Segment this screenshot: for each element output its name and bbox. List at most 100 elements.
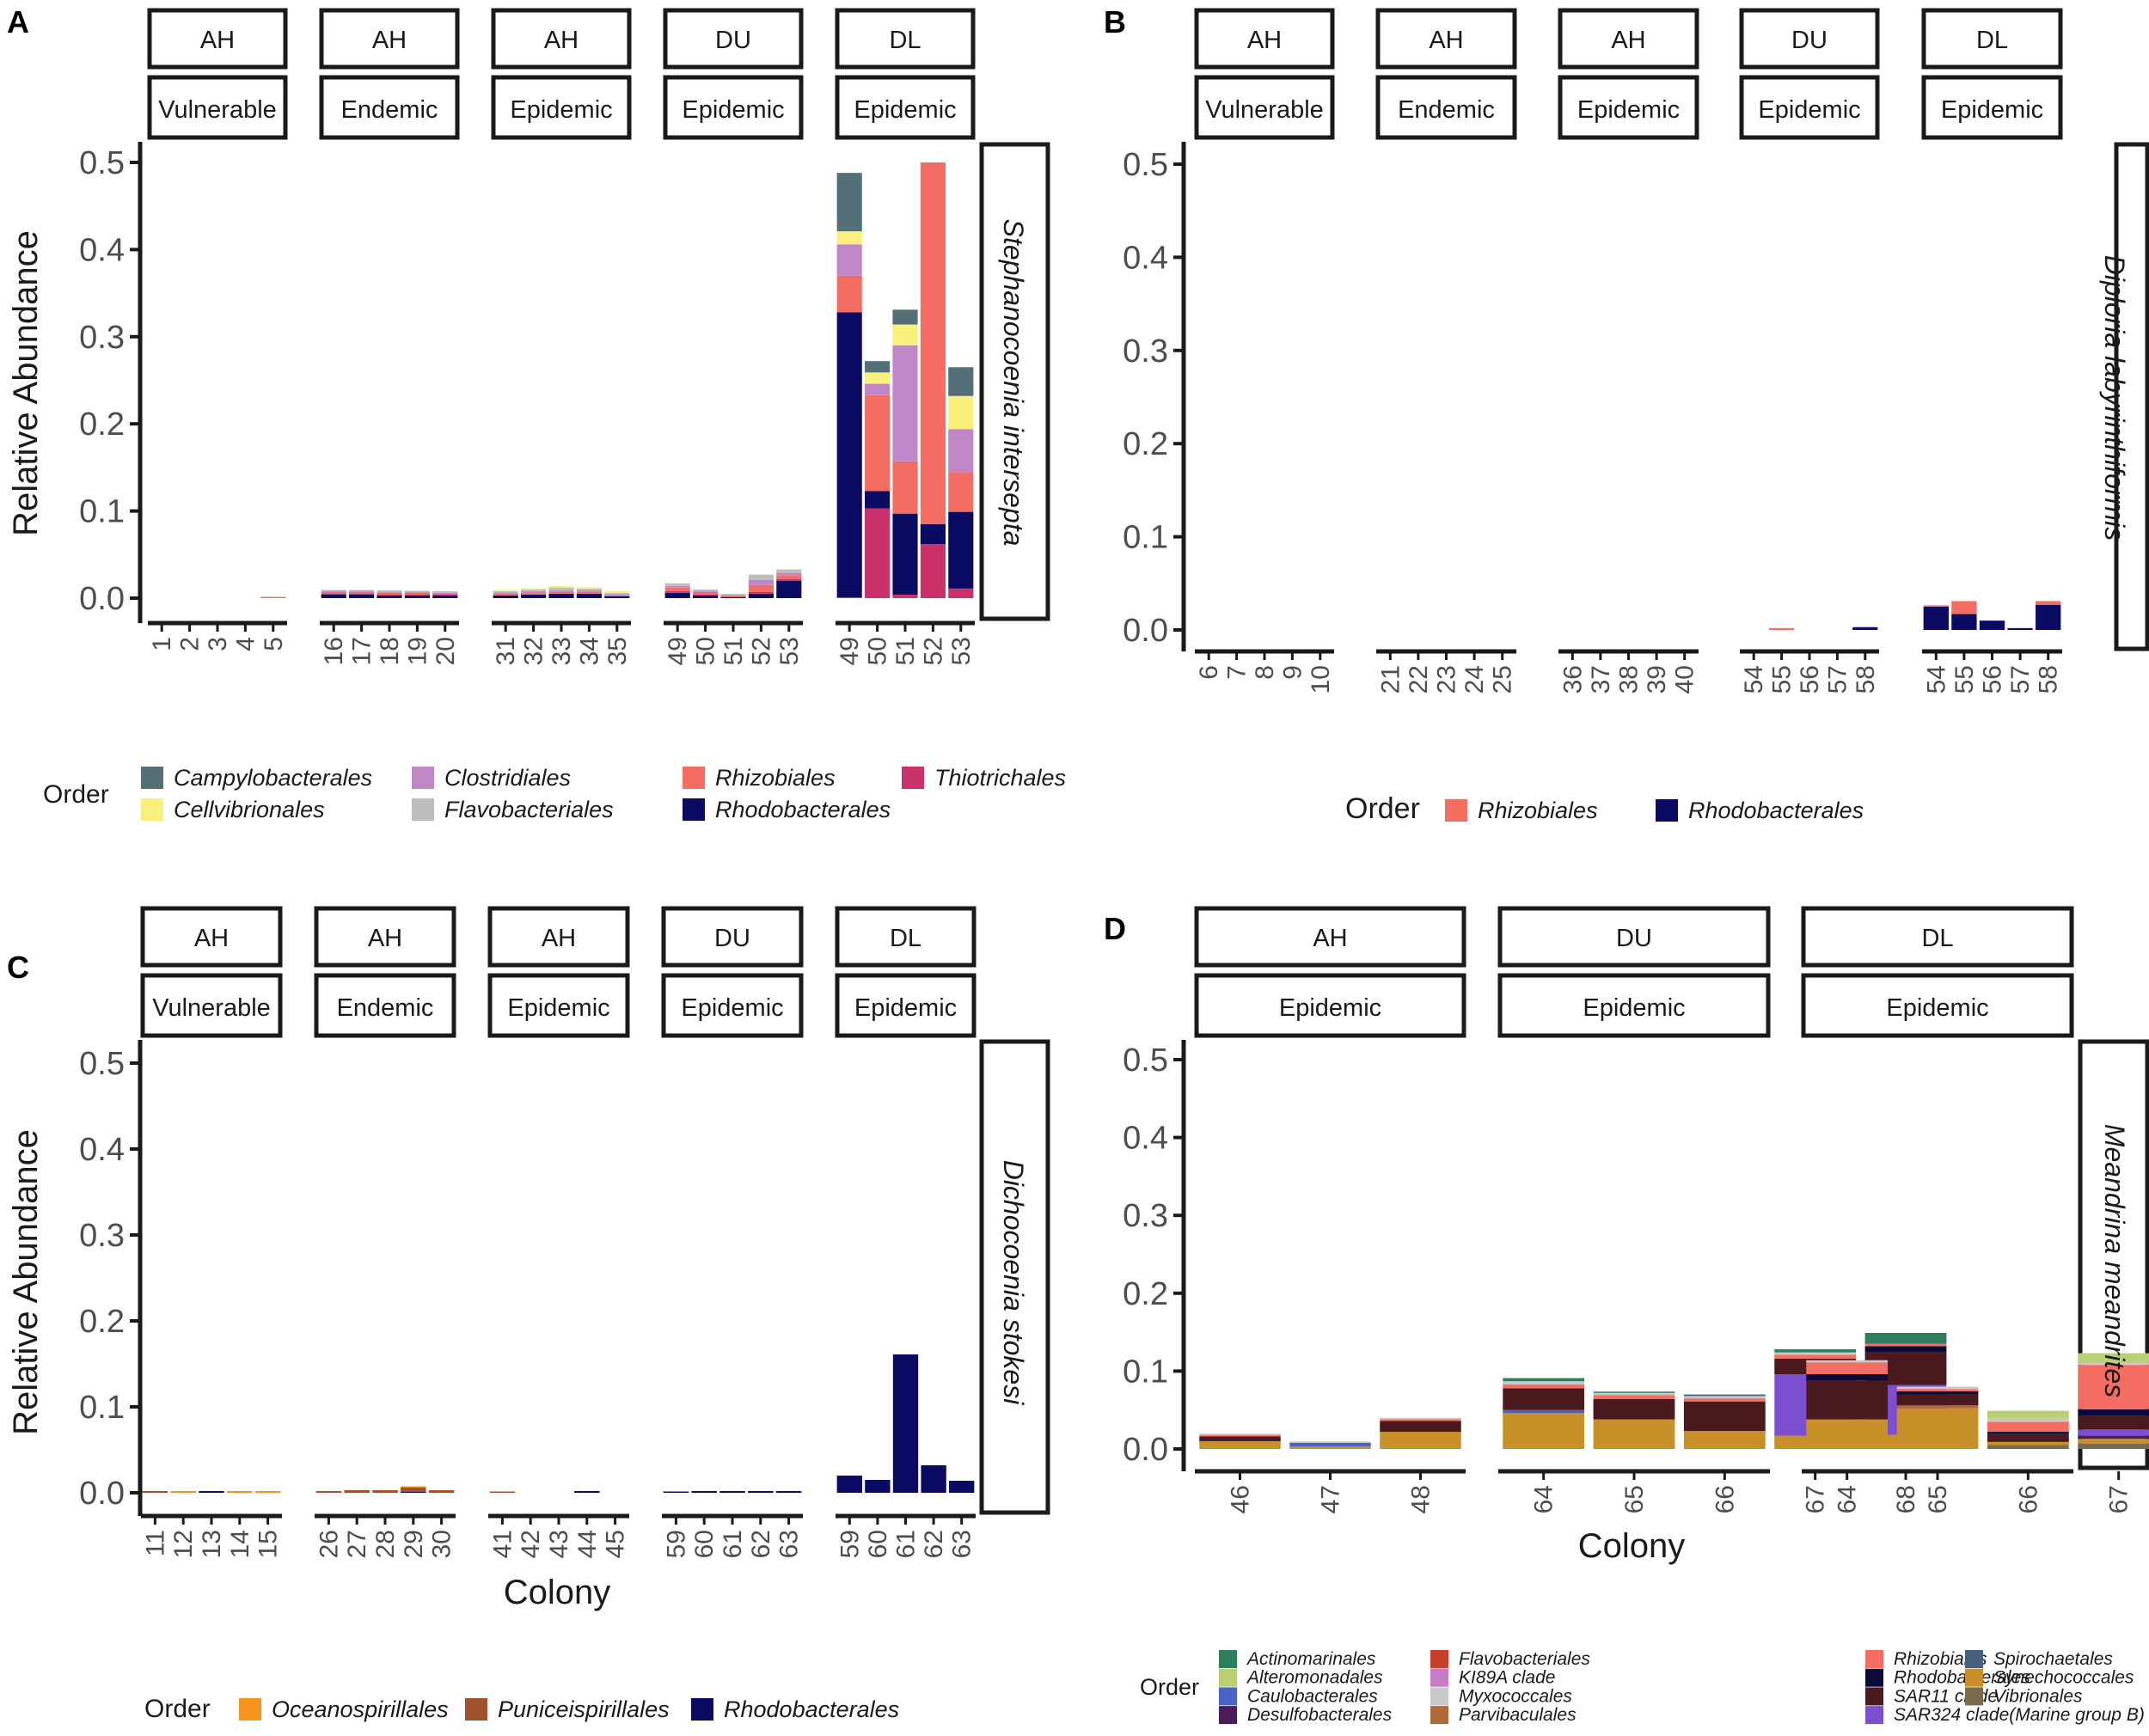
panel-a-bar-segment-rhizobiales-colony-50 (693, 591, 719, 595)
panel-c-strip-site: DU (714, 925, 750, 952)
panel-d-bar-segment-synechococcales-colony-65 (1593, 1419, 1675, 1449)
panel-d-legend-swatch-rhodobacterales (1865, 1668, 1883, 1687)
panel-b-y-tick-label: 0.1 (1123, 520, 1168, 556)
panel-a-bar-segment-clostridiales-colony-53 (948, 429, 974, 473)
panel-d-x-tick-label: 48 (1407, 1485, 1436, 1513)
panel-d-legend-swatch-desulfobacterales (1219, 1706, 1237, 1725)
panel-a-bar-segment-clostridiales-colony-50 (693, 590, 719, 592)
panel-c-legend-swatch-puniceispirillales (465, 1698, 487, 1721)
panel-d-y-tick-label: 0.2 (1123, 1276, 1168, 1312)
panel-c-legend-label-puniceispirillales: Puniceispirillales (498, 1696, 670, 1722)
panel-c-bar-segment-rhodobacterales-colony-29 (401, 1491, 426, 1493)
panel-d-strip-status-box (1497, 973, 1771, 1038)
panel-a-bar-segment-rhizobiales-colony-33 (548, 591, 574, 594)
panel-a-strip-site: AH (544, 27, 579, 54)
panel-b-x-tick-label: 37 (1587, 665, 1615, 694)
panel-d-legend-swatch-parvibaculales (1430, 1706, 1448, 1725)
panel-a-legend-label-thiotrichales: Thiotrichales (934, 765, 1066, 791)
panel-a-bar-segment-clostridiales-colony-33 (548, 590, 574, 592)
panel-b-strip-site-box (1739, 8, 1880, 70)
panel-c: 0.0 0.1 0.2 0.3 0.4 0.5 AH Vulnerable 11 12 13 14 15… (79, 906, 1050, 1558)
panel-a-bar-segment-rhizobiales-colony-51 (720, 595, 746, 597)
panel-d-bar-segment-synechococcales-colony-66 (1987, 1441, 2069, 1446)
panel-b-strip-status: Epidemic (1758, 96, 1860, 124)
panel-a-bar-segment-campylobacterales-colony-51 (892, 309, 918, 325)
panel-a-strip-status-box (663, 75, 804, 140)
panel-a-bar-segment-rhodobacterales-colony-20 (432, 595, 458, 598)
panel-a-x-tick-label: 16 (320, 637, 348, 665)
panel-a-bar-segment-cellvibrionales-colony-32 (521, 588, 547, 590)
panel-a-bar-segment-flavobacteriales-colony-18 (377, 590, 402, 592)
panel-a-x-tick-label: 31 (492, 637, 520, 665)
panel-c-strip-status-box (661, 973, 804, 1038)
panel-a-bar-segment-thiotrichales-colony-50 (865, 508, 891, 598)
panel-b-x-tick-label: 7 (1223, 665, 1252, 680)
panel-a-bar-segment-rhizobiales-colony-17 (349, 591, 375, 594)
panel-a-bar-segment-thiotrichales-colony-50 (693, 594, 719, 596)
panel-a-bar-segment-flavobacteriales-colony-33 (548, 587, 574, 590)
panel-d-x-tick-label: 65 (1924, 1485, 1952, 1513)
panel-c-strip-site: AH (368, 925, 402, 952)
panel-a-strip-status-box (319, 75, 460, 140)
panel-b-legend-swatch-rhizobiales (1445, 799, 1467, 822)
panel-d-bar-segment-myxococcales-colony-48 (1380, 1417, 1461, 1420)
panel-a-bar-segment-clostridiales-colony-49 (836, 244, 862, 276)
panel-a-strip-status-box (491, 75, 632, 140)
panel-c-ylabel: Relative Abundance (7, 1129, 45, 1435)
panel-a-strip-status: Epidemic (682, 96, 784, 124)
panel-a-strip-status: Vulnerable (158, 96, 277, 124)
panel-a-bar-segment-rhizobiales-colony-19 (404, 592, 430, 595)
panel-d-bar-segment-actinomarinales-colony-68 (1864, 1333, 1947, 1344)
panel-c-species: Dichocoenia stokesi (998, 1160, 1029, 1405)
panel-a-bar-segment-thiotrichales-colony-17 (349, 593, 375, 595)
panel-b-x-tick-label: 55 (1950, 665, 1979, 694)
panel-d-strip-site: DU (1616, 925, 1652, 952)
panel-c-x-tick-label: 59 (836, 1530, 864, 1558)
panel-a-legend-label-rhizobiales: Rhizobiales (715, 765, 836, 791)
panel-c-bar-segment-rhodobacterales-colony-63 (775, 1491, 802, 1493)
panel-d-strip-site: AH (1313, 925, 1347, 952)
panel-d-bar-segment-actinomarinales-colony-65 (1593, 1391, 1675, 1393)
panel-a-y-tick-label: 0.3 (79, 320, 125, 356)
panel-a-strip-site-box (319, 8, 460, 70)
panel-c-x-tick-label: 12 (169, 1530, 198, 1558)
panel-c-bar-segment-rhodobacterales-colony-59 (836, 1476, 862, 1493)
panel-a-y-tick-label: 0.5 (79, 145, 125, 181)
panel-a-bar-segment-clostridiales-colony-51 (892, 345, 918, 462)
panel-d-strip-site-box (1801, 906, 2074, 968)
panel-c-bar-segment-puniceispirillales-colony-41 (489, 1491, 516, 1493)
panel-d-strip-status-box (1194, 973, 1466, 1038)
panel-c-strip-site-box (314, 906, 456, 968)
panel-c-x-tick-label: 44 (573, 1530, 602, 1558)
panel-b-x-tick-label: 56 (1979, 665, 2007, 694)
panel-d-bar-segment-rhodobacterales-colony-65 (1896, 1391, 1979, 1395)
panel-d-bar-segment-caulobacterales-colony-64 (1503, 1409, 1585, 1414)
panel-d-bar-segment-myxococcales-colony-66 (1683, 1396, 1766, 1399)
panel-b-bar-segment-rhodobacterales-colony-58 (1852, 627, 1878, 630)
panel-a-legend-label-clostridiales: Clostridiales (444, 765, 571, 791)
panel-d-strip-site: DL (1921, 925, 1953, 952)
panel-b-y-tick-label: 0.2 (1123, 426, 1168, 462)
panel-a-bar-segment-cellvibrionales-colony-51 (892, 324, 918, 345)
panel-d-legend-label-vibrionales: Vibrionales (1993, 1686, 2083, 1706)
panel-a-legend-swatch-flavobacteriales (412, 798, 434, 821)
panel-d-legend-label-parvibaculales: Parvibaculales (1459, 1705, 1577, 1725)
panel-b-x-tick-label: 55 (1768, 665, 1797, 694)
panel-a-bar-segment-flavobacteriales-colony-53 (776, 569, 802, 573)
panel-a-x-tick-label: 18 (376, 637, 404, 665)
panel-b-strip-status: Epidemic (1941, 96, 2043, 124)
panel-c-x-tick-label: 60 (690, 1530, 719, 1558)
panel-a-y-tick-label: 0.1 (79, 494, 125, 530)
panel-a-bar-segment-rhodobacterales-colony-50 (693, 595, 719, 598)
panel-d-bar-segment-rhizobiales-colony-46 (1199, 1434, 1281, 1437)
panel-c-y-tick-label: 0.3 (79, 1218, 125, 1254)
panel-b-strip-status-box (1921, 75, 2063, 140)
panel-c-bar-segment-puniceispirillales-colony-11 (142, 1491, 168, 1493)
panel-d-y-tick-label: 0.5 (1123, 1042, 1168, 1079)
panel-b-strip-site-box (1921, 8, 2063, 70)
panel-a-bar-segment-rhizobiales-colony-5 (260, 596, 286, 598)
panel-d-bar-segment-synechococcales-colony-64 (1503, 1413, 1585, 1449)
panel-a-bar-segment-rhizobiales-colony-35 (604, 595, 630, 596)
panel-b-bar-segment-rhizobiales-colony-58 (2036, 601, 2061, 605)
panel-a-x-tick-label: 52 (747, 637, 775, 665)
